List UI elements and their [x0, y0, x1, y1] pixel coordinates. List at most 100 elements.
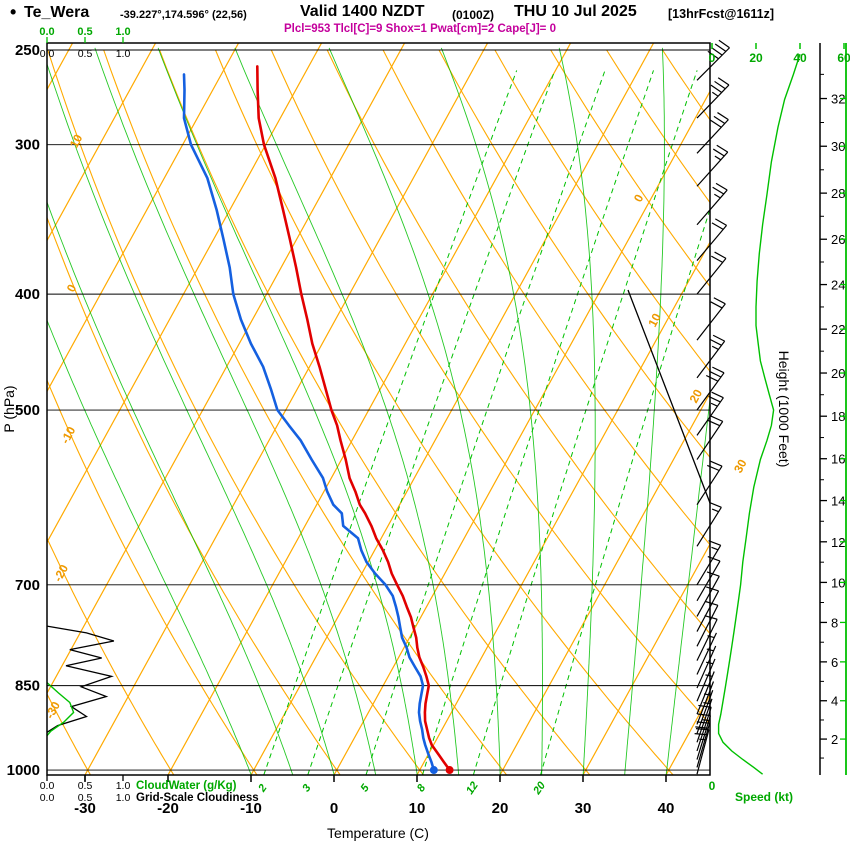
- grid-dry-adiabats: [47, 49, 710, 775]
- pressure-tick-label: 300: [15, 137, 40, 154]
- temperature-axis-title: Temperature (C): [327, 825, 429, 841]
- pressure-tick-label: 1000: [7, 762, 40, 779]
- height-tick-label: 18: [831, 409, 845, 424]
- grid-mixing-ratio-lines: [263, 70, 710, 775]
- height-tick-label: 4: [831, 694, 838, 709]
- frame: [46, 42, 711, 776]
- cloudiness-scale-bottom: 0.5: [78, 792, 93, 804]
- surface-temperature-dot: [445, 766, 454, 775]
- grid-isotherms: [47, 43, 710, 775]
- mixing-ratio-label: 8: [415, 782, 429, 795]
- forecast-tag: [13hrFcst@1611z]: [668, 7, 774, 21]
- speed-tick-label: 40: [793, 51, 807, 65]
- height-tick-label: 10: [831, 575, 845, 590]
- isotherm-label: 0: [631, 192, 647, 205]
- temperature-tick-label: 40: [658, 800, 675, 817]
- pressure-tick-label: 500: [15, 402, 40, 419]
- station-coords: -39.227°,174.596° (22,56): [120, 9, 247, 21]
- valid-date: THU 10 Jul 2025: [514, 3, 637, 20]
- speed-axis: 0 20 40 60 0 Speed (kt): [709, 43, 850, 804]
- cloudwater-scale-top: 0.5: [77, 26, 92, 38]
- speed-axis-title: Speed (kt): [735, 790, 793, 804]
- grid-moist-adiabats: [47, 47, 710, 775]
- temperature-tick-label: 30: [575, 800, 592, 817]
- cloudwater-scale-top: 1.0: [115, 26, 130, 38]
- pressure-tick-label: 700: [15, 577, 40, 594]
- dry-adiabat-label: 10: [67, 132, 86, 151]
- grid-scale-cloudiness-curve: [46, 625, 115, 733]
- cloudiness-scale-bottom: 0.0: [40, 792, 55, 804]
- height-tick-label: 24: [831, 278, 845, 293]
- grid: [47, 43, 710, 775]
- temperature-tick-label: 10: [409, 800, 426, 817]
- temperature-tick-label: 20: [492, 800, 509, 817]
- cloudiness-scale-bottom: 1.0: [116, 792, 131, 804]
- cloudwater-curve: [46, 682, 75, 737]
- height-tick-label: 16: [831, 452, 845, 467]
- dry-adiabat-label: 0: [64, 282, 80, 295]
- height-tick-label: 22: [831, 322, 845, 337]
- height-tick-label: 26: [831, 232, 845, 247]
- cloudwater-scale-top: 0.0: [39, 26, 54, 38]
- valid-zulu-time: (0100Z): [452, 8, 495, 22]
- height-tick-label: 8: [831, 615, 838, 630]
- speed-zero-label: 0: [709, 779, 716, 793]
- pressure-tick-label: 850: [15, 678, 40, 695]
- sounding-parameters: Plcl=953 Tlcl[C]=9 Shox=1 Pwat[cm]=2 Cap…: [284, 23, 556, 35]
- height-tick-label: 2: [831, 732, 838, 747]
- cloud-scale: 0.00.00.00.00.50.50.50.51.01.01.01.0Clou…: [39, 26, 258, 804]
- temperature-tick-label: -30: [74, 800, 96, 817]
- mixing-ratio-label: 12: [464, 780, 481, 797]
- surface-dewpoint-dot: [429, 766, 438, 775]
- mixing-ratio-label: 5: [358, 782, 372, 795]
- speed-tick-label: 20: [749, 51, 763, 65]
- cloudiness-scale-top: 0.0: [40, 48, 55, 60]
- isotherm-labels: 0 10 20 30: [631, 192, 750, 476]
- height-tick-label: 28: [831, 186, 845, 201]
- speed-tick-label: 0: [709, 51, 716, 65]
- dry-adiabat-labels: 10 0 -10 -20 -30: [43, 132, 86, 721]
- dewpoint-curve: [182, 73, 438, 775]
- pressure-axis-title: P (hPa): [1, 385, 17, 432]
- mixing-ratio-label: 3: [300, 782, 313, 794]
- cloudwater-scale-bottom: 0.0: [40, 780, 55, 792]
- cloudwater-scale-bottom: 0.5: [78, 780, 93, 792]
- mixing-ratio-label: 20: [531, 779, 549, 797]
- valid-time: Valid 1400 NZDT: [300, 3, 425, 20]
- cloudiness-label: Grid-Scale Cloudiness: [136, 792, 259, 804]
- station-bullet-icon: •: [10, 2, 17, 22]
- dry-adiabat-label: -20: [51, 562, 72, 584]
- height-tick-label: 32: [831, 92, 845, 107]
- height-axis-title: Height (1000 Feet): [776, 351, 792, 468]
- temperature-tick-label: -10: [240, 800, 262, 817]
- cloudiness-scale-top: 0.5: [78, 48, 93, 60]
- height-tick-label: 20: [831, 366, 845, 381]
- temperature-tick-label: -20: [157, 800, 179, 817]
- cloud-profiles: [46, 625, 115, 737]
- pressure-axis: 250 300 400 500 700 850 1000 P (hPa): [1, 42, 40, 779]
- boundary-diagonal-line: [627, 289, 711, 504]
- temperature-axis: -30 -20 -10 0 10 20 30 40 Temperature (C): [74, 775, 674, 841]
- pressure-tick-label: 400: [15, 286, 40, 303]
- isotherm-label: 20: [687, 387, 706, 406]
- cloudwater-scale-bottom: 1.0: [116, 780, 131, 792]
- temperature-curve: [256, 65, 454, 775]
- speed-tick-label: 60: [837, 51, 850, 65]
- station-name: Te_Wera: [24, 4, 90, 21]
- mixing-ratio-labels: 2 3 5 8 12 20: [256, 779, 549, 797]
- pressure-gridlines: [47, 49, 710, 771]
- isotherm-label: 30: [731, 457, 750, 476]
- dry-adiabat-label: -30: [43, 699, 64, 721]
- height-tick-label: 6: [831, 655, 838, 670]
- height-tick-label: 30: [831, 139, 845, 154]
- speed-curve: [717, 53, 801, 775]
- cloudiness-scale-top: 1.0: [116, 48, 131, 60]
- height-tick-label: 12: [831, 535, 845, 550]
- cloudwater-label: CloudWater (g/Kg): [136, 780, 237, 792]
- isotherm-label: 10: [645, 311, 664, 330]
- wind-barbs: [694, 39, 730, 775]
- dry-adiabat-label: -10: [58, 424, 79, 446]
